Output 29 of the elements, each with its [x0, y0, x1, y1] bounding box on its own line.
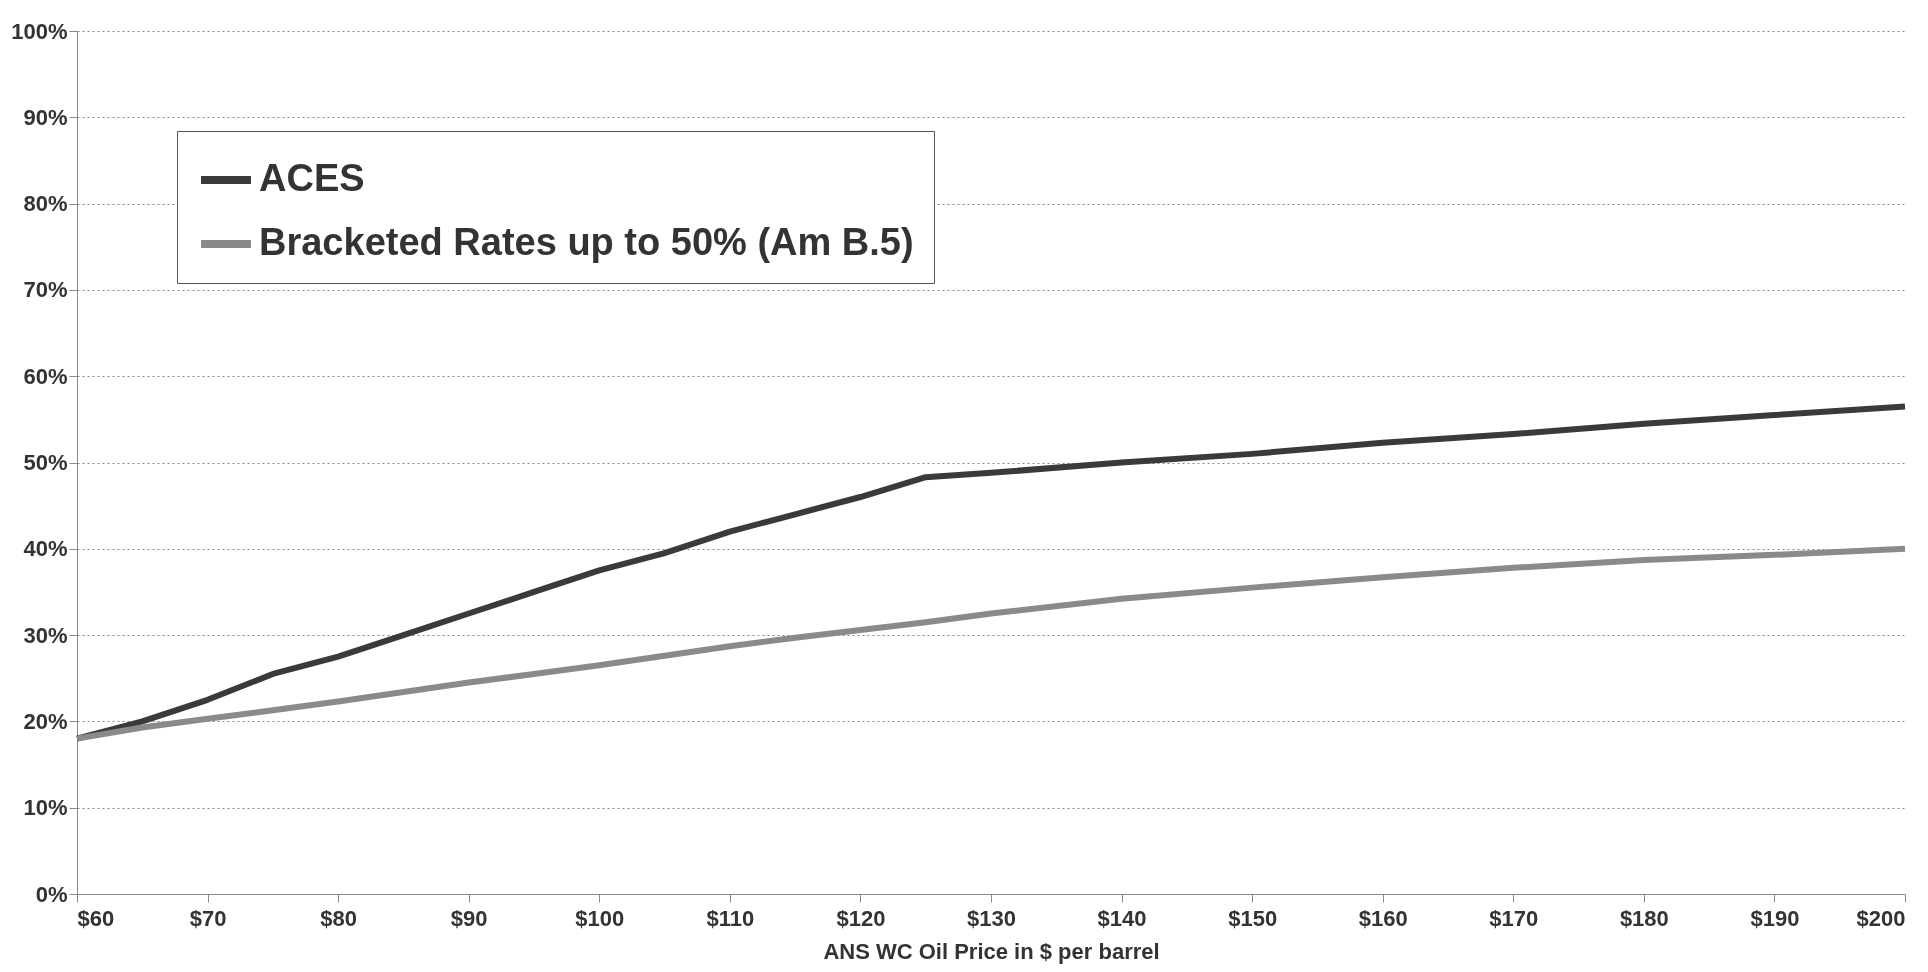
- x-tick-label: $130: [967, 905, 1016, 931]
- x-tick-label: $200: [1856, 905, 1906, 931]
- y-tick-label: 10%: [23, 795, 68, 821]
- x-tick-label: $100: [575, 905, 625, 931]
- x-tick-label: $120: [836, 905, 886, 931]
- y-tick-label: 0%: [35, 881, 68, 907]
- x-tick-label: $80: [320, 905, 357, 931]
- y-tick-label: 80%: [23, 191, 68, 217]
- legend-label: Bracketed Rates up to 50% (Am B.5): [259, 221, 914, 263]
- y-tick-label: 90%: [23, 104, 68, 130]
- x-tick-label: $160: [1358, 905, 1408, 931]
- x-tick-label: $110: [706, 905, 755, 931]
- y-tick-label: 30%: [23, 622, 68, 648]
- y-tick-label: 60%: [23, 363, 68, 389]
- x-tick-label: $60: [77, 905, 115, 931]
- legend-label: ACES: [259, 157, 365, 199]
- x-tick-label: $140: [1097, 905, 1147, 931]
- x-tick-label: $170: [1489, 905, 1539, 931]
- x-tick-label: $70: [189, 905, 227, 931]
- y-tick-label: 40%: [23, 536, 68, 562]
- x-tick-label: $150: [1228, 905, 1278, 931]
- y-tick-label: 50%: [23, 450, 68, 475]
- x-tick-label: $180: [1619, 905, 1669, 931]
- y-tick-label: 70%: [23, 277, 68, 303]
- x-tick-label: $90: [450, 905, 488, 931]
- x-axis-title: ANS WC Oil Price in $ per barrel: [823, 938, 1160, 964]
- y-tick-label: 20%: [23, 708, 68, 734]
- x-tick-label: $190: [1750, 905, 1800, 931]
- y-tick-label: 100%: [11, 18, 68, 44]
